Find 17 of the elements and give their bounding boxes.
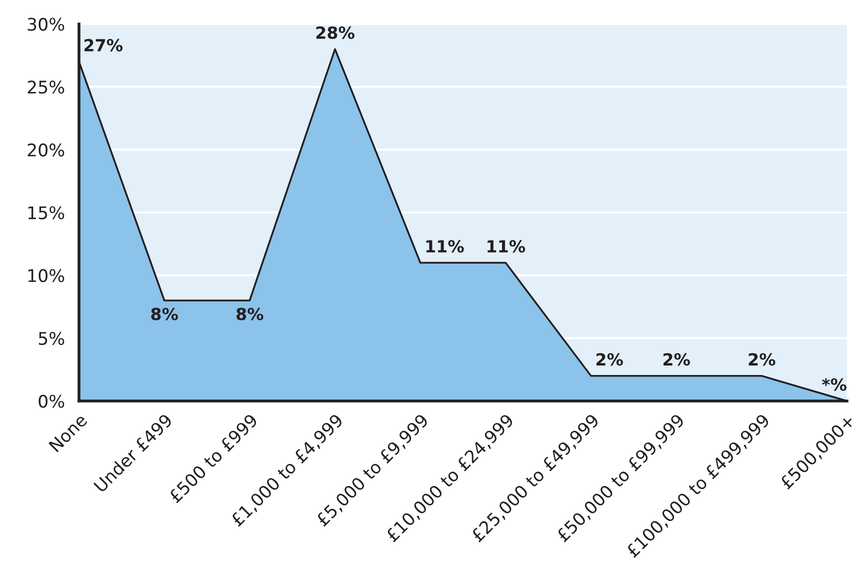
data-label: 8% [151,308,178,320]
data-label: 11% [426,240,464,253]
y-tick-label: 5% [38,332,64,346]
data-label: 8% [236,308,264,320]
y-tick-label: 30% [28,18,64,31]
data-label: 2% [748,353,776,366]
data-label: 28% [316,26,354,39]
y-tick-label: 10% [28,269,64,282]
y-tick-label: 25% [28,80,64,94]
y-tick-label: 15% [28,206,64,220]
data-label: *% [822,378,846,391]
y-tick-label: 0% [38,394,64,408]
data-label: 27% [84,38,123,52]
data-label: 11% [488,240,526,253]
data-label: 2% [664,353,690,366]
data-label: 2% [596,353,623,366]
y-tick-label: 20% [28,143,64,157]
